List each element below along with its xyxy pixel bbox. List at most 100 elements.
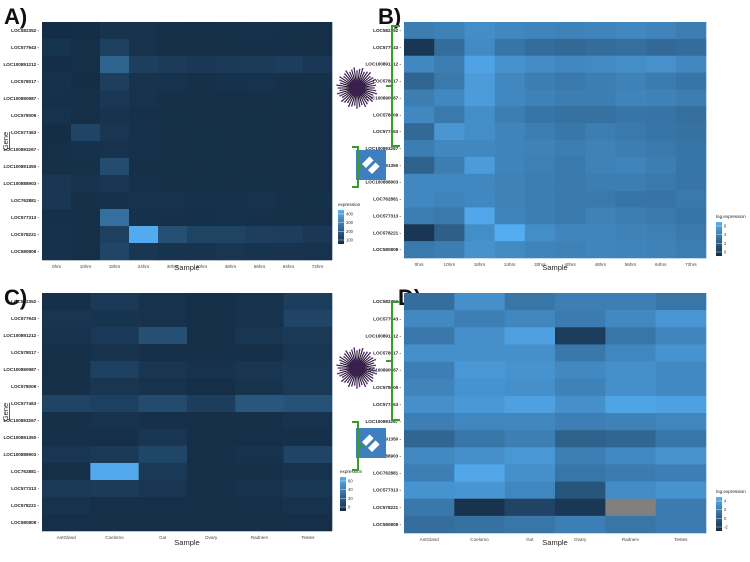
heatmap-cell xyxy=(245,209,275,227)
heatmap-cell xyxy=(454,515,505,534)
heatmap-cell xyxy=(42,243,72,261)
heatmap-cell xyxy=(216,73,246,91)
heatmap-cell xyxy=(404,310,455,328)
heatmap-cell xyxy=(245,22,275,40)
heatmap-cell xyxy=(303,107,333,125)
heatmap-cell xyxy=(615,55,646,73)
heatmap-cell xyxy=(555,344,606,362)
heatmap-cell xyxy=(187,39,217,57)
heatmap-cell xyxy=(158,209,188,227)
heatmap-cell xyxy=(187,124,217,142)
sample-tick-label: 40hrs xyxy=(564,262,576,267)
heatmap-cell xyxy=(454,378,505,397)
gene-tick-label: LOC577463 - xyxy=(373,402,401,407)
heatmap-cell xyxy=(645,72,677,90)
heatmap-cell xyxy=(42,226,72,244)
gene-tick-label: LOC577463 - xyxy=(11,401,39,406)
heatmap-cell xyxy=(555,106,586,124)
legend-tick-label: 300 xyxy=(346,220,354,225)
heatmap-cell xyxy=(434,224,465,242)
heatmap-cell xyxy=(494,22,526,40)
heatmap-cell xyxy=(555,327,606,345)
heatmap-cell xyxy=(504,378,556,397)
heatmap-cell xyxy=(454,447,505,465)
heatmap-cell xyxy=(187,175,217,193)
gene-tick-label: LOC577313 - xyxy=(11,486,39,491)
heatmap-cell xyxy=(42,310,91,328)
heatmap-cell xyxy=(235,480,284,498)
gene-tick-label: LOC100891212 - xyxy=(4,333,40,338)
color-legend: log.expression 4 2 0 -2 xyxy=(716,489,746,531)
heatmap-cell xyxy=(90,480,139,498)
heatmap-cell xyxy=(555,38,586,57)
heatmap-cell xyxy=(524,89,556,107)
heatmap-cell xyxy=(494,156,526,175)
heatmap-cell xyxy=(655,310,707,328)
gene-tick-label: LOC578221 - xyxy=(373,230,401,235)
heatmap-cell xyxy=(235,344,284,362)
heatmap-cell xyxy=(555,224,586,242)
gene-tick-label: LOC582352 - xyxy=(373,299,401,304)
heatmap-cell xyxy=(245,192,275,210)
heatmap-cell xyxy=(404,173,435,191)
heatmap-cell xyxy=(605,464,656,482)
sample-tick-label: Testes xyxy=(674,537,688,542)
heatmap-cell xyxy=(454,413,505,431)
heatmap-cell xyxy=(158,124,188,142)
heatmap-cell xyxy=(655,498,707,517)
gene-tick-label: LOC100888903 - xyxy=(4,181,40,186)
sample-tick-label: Testes xyxy=(301,535,315,540)
heatmap-cell xyxy=(274,243,304,261)
heatmap-cell xyxy=(404,464,455,482)
heatmap-cell xyxy=(129,141,159,159)
heatmap-cell xyxy=(216,22,246,40)
heatmap-cell xyxy=(90,463,139,481)
bracket-top-right xyxy=(386,25,400,147)
heatmap-cell xyxy=(283,412,333,430)
heatmap-cell xyxy=(42,141,72,159)
heatmap-cell xyxy=(129,107,159,125)
heatmap-cell xyxy=(645,140,677,158)
heatmap-cell xyxy=(675,72,707,90)
heatmap-cell xyxy=(90,514,139,532)
heatmap-cell xyxy=(675,38,707,57)
heatmap-cell xyxy=(585,89,616,107)
sample-tick-label: 10hrs xyxy=(444,262,456,267)
heatmap-cell xyxy=(129,226,159,244)
heatmap-cell xyxy=(555,156,586,175)
legend-tick-label: 40 xyxy=(348,487,353,492)
heatmap-cell xyxy=(42,293,91,311)
legend-tick-label: 100 xyxy=(346,238,354,243)
heatmap-cell xyxy=(283,378,333,396)
heatmap-cell xyxy=(235,310,284,328)
heatmap-cell xyxy=(675,55,707,73)
heatmap-cell xyxy=(129,175,159,193)
heatmap-cell xyxy=(404,38,435,57)
heatmap-cell xyxy=(464,224,495,242)
gene-tick-label: LOC762881 - xyxy=(373,471,401,476)
gene-tick-label: LOC100890987 - xyxy=(4,96,40,101)
heatmap-cell xyxy=(404,327,455,345)
heatmap-cell xyxy=(283,293,333,311)
heatmap-cell xyxy=(138,327,188,345)
heatmap-cell xyxy=(129,209,159,227)
heatmap-cell xyxy=(187,412,236,430)
adult-sea-urchin-test-icon xyxy=(356,150,386,180)
heatmap-cell xyxy=(216,226,246,244)
heatmap-cell xyxy=(303,192,333,210)
heatmap-cell xyxy=(100,73,130,91)
heatmap-cell xyxy=(283,429,333,447)
heatmap-cell xyxy=(71,22,101,40)
heatmap-cell xyxy=(235,327,284,345)
heatmap-cell xyxy=(283,497,333,515)
heatmap-cell xyxy=(555,310,606,328)
heatmap-cell xyxy=(404,224,435,242)
heatmap-cell xyxy=(187,90,217,108)
heatmap-cell xyxy=(605,498,656,517)
gene-tick-label: LOC100890987 - xyxy=(366,95,402,100)
heatmap-cell xyxy=(283,361,333,379)
gene-tick-label: LOC100891212 - xyxy=(366,62,402,67)
bracket-bottom-left xyxy=(352,421,364,471)
heatmap-cell xyxy=(303,243,333,261)
heatmap-cell xyxy=(187,395,236,413)
